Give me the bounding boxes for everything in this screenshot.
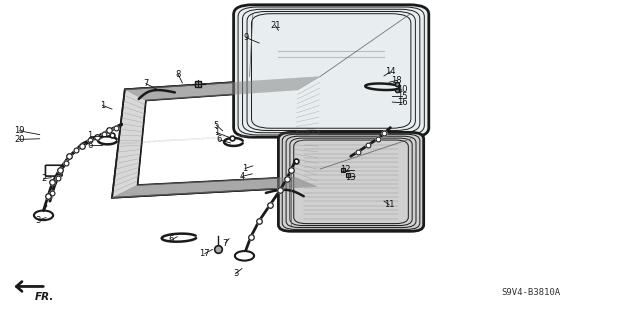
Text: 10: 10 <box>397 85 407 94</box>
Text: 15: 15 <box>397 92 407 101</box>
Text: 1: 1 <box>243 164 248 173</box>
Text: 6: 6 <box>169 235 174 244</box>
Text: S9V4-B3810A: S9V4-B3810A <box>502 288 561 297</box>
Text: 20: 20 <box>14 135 24 144</box>
FancyBboxPatch shape <box>45 165 62 176</box>
Text: 11: 11 <box>384 200 394 209</box>
Polygon shape <box>112 77 320 198</box>
Text: 8: 8 <box>175 70 180 78</box>
Text: 17: 17 <box>200 249 210 258</box>
Text: 12: 12 <box>340 165 351 174</box>
Text: 6: 6 <box>216 135 221 144</box>
Text: 14: 14 <box>385 67 396 76</box>
Text: 4: 4 <box>239 172 244 181</box>
FancyBboxPatch shape <box>234 5 429 137</box>
Text: 7: 7 <box>143 79 148 88</box>
Text: 19: 19 <box>14 126 24 135</box>
Text: 7: 7 <box>223 239 228 248</box>
Text: 5: 5 <box>214 121 219 130</box>
Text: 9: 9 <box>244 33 249 42</box>
Text: FR.: FR. <box>35 292 54 302</box>
Text: 3: 3 <box>36 216 41 225</box>
Text: 18: 18 <box>392 76 402 85</box>
Text: 3: 3 <box>233 269 238 278</box>
Text: 1: 1 <box>214 128 219 137</box>
Text: 16: 16 <box>397 98 407 107</box>
FancyBboxPatch shape <box>278 132 424 231</box>
Text: 6: 6 <box>87 141 92 150</box>
Text: 13: 13 <box>346 173 356 182</box>
Text: 2: 2 <box>41 174 46 183</box>
Polygon shape <box>138 90 298 185</box>
Text: 21: 21 <box>270 21 280 30</box>
Text: 1: 1 <box>87 131 92 140</box>
Text: 1: 1 <box>100 101 105 110</box>
